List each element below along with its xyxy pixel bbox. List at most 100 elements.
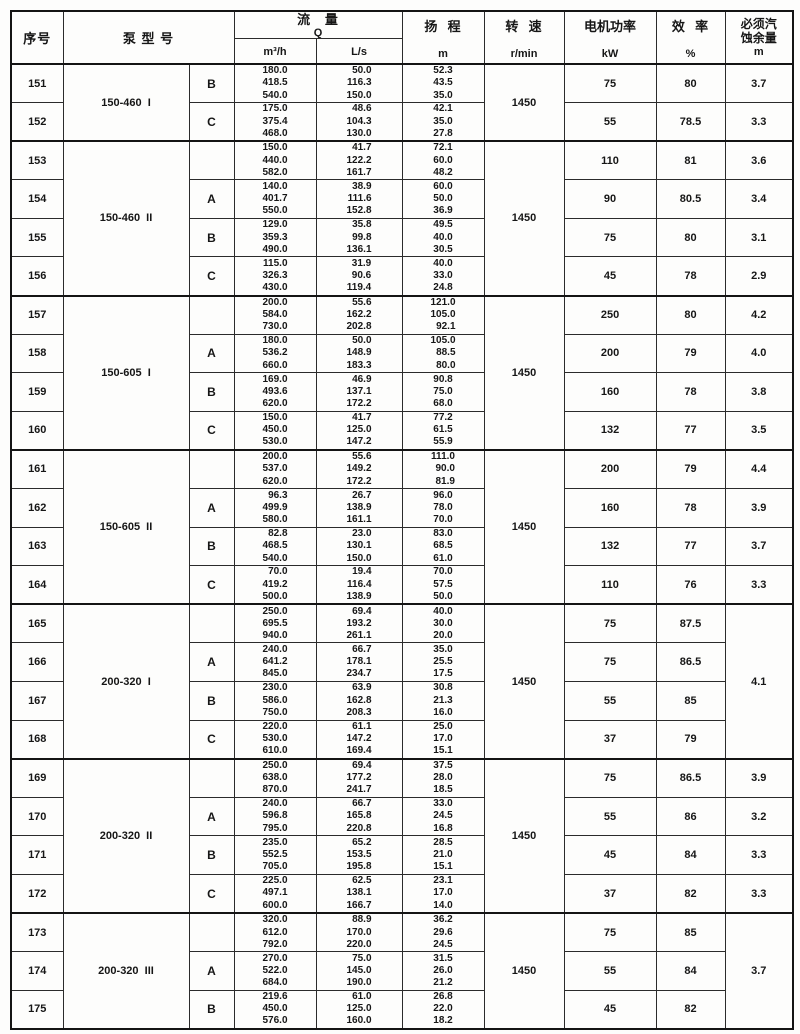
- efficiency-cell: 78: [655, 372, 726, 412]
- efficiency-cell: 80: [655, 294, 726, 335]
- value-line: 162.8: [346, 694, 372, 706]
- value-line: 16.0: [433, 706, 453, 718]
- flow-m3h-cell: 175.0 375.4 468.0: [233, 102, 317, 142]
- variant-cell: B: [188, 835, 235, 875]
- model-cell: 150-605 I: [62, 294, 190, 451]
- header-head-label: 扬 程: [424, 19, 462, 34]
- efficiency-cell: 79: [655, 448, 726, 490]
- serial-cell: 174: [10, 951, 64, 991]
- value-line: 160.0: [346, 1015, 372, 1027]
- power-cell: 250: [563, 294, 657, 335]
- table-row: 157 150-605 I 200.0 584.0 730.0 55.6 162.2 202.…: [10, 294, 794, 451]
- value-line: 195.8: [346, 861, 372, 873]
- header-speed-label: 转 速: [505, 19, 543, 34]
- variant-cell: C: [188, 410, 235, 451]
- value-stack: 70.0 419.2 500.0: [263, 567, 288, 603]
- value-stack: 61.1 147.2 169.4: [347, 720, 372, 757]
- flow-ls-cell: 26.7 138.9 161.1: [315, 488, 403, 528]
- speed-cell: 1450: [483, 294, 565, 451]
- value-line: 26.0: [433, 964, 453, 976]
- value-line: 220.0: [346, 938, 372, 950]
- npsh-cell: 3.3: [724, 835, 794, 875]
- value-line: 586.0: [262, 694, 288, 706]
- power-cell: 75: [563, 757, 657, 798]
- value-line: 537.0: [262, 463, 288, 475]
- table-row: 163 B 82.8 468.5 540.0 23.0 130.1 150.0 83.0 68.5…: [10, 526, 794, 567]
- value-line: 418.5: [262, 77, 288, 89]
- table-row: 169 200-320 II 250.0 638.0 870.0 69.4 177.2 241…: [10, 757, 794, 914]
- value-line: 122.2: [346, 154, 372, 166]
- power-cell: 160: [563, 372, 657, 412]
- value-line: 81.9: [435, 475, 455, 487]
- table-row: 159 B 169.0 493.6 620.0 46.9 137.1 172.2 90.8 75.…: [10, 372, 794, 412]
- value-line: 730.0: [262, 321, 288, 333]
- value-line: 36.9: [433, 205, 453, 217]
- variant-cell: [188, 294, 235, 335]
- value-line: 14.0: [433, 899, 453, 911]
- value-line: 250.0: [262, 759, 288, 771]
- power-cell: 75: [563, 63, 657, 104]
- flow-ls-cell: 88.9 170.0 220.0: [315, 912, 403, 953]
- power-cell: 90: [563, 179, 657, 219]
- power-cell: 37: [563, 873, 657, 914]
- table-row: 165 200-320 I 250.0 695.5 940.0 69.4 193.2 261.…: [10, 603, 794, 760]
- value-line: 60.0: [433, 180, 453, 192]
- value-stack: 38.9 111.6 152.8: [347, 181, 372, 218]
- value-stack: 49.5 40.0 30.5: [433, 219, 452, 256]
- value-line: 105.0: [430, 335, 456, 347]
- table-row: 164 C 70.0 419.2 500.0 19.4 116.4 138.9 70.0 57.5…: [10, 565, 794, 605]
- value-line: 33.0: [433, 269, 453, 281]
- header-flow-unit-m3h: m³/h: [233, 38, 317, 65]
- flow-m3h-cell: 200.0 584.0 730.0: [233, 294, 317, 335]
- value-stack: 121.0 105.0 92.1: [430, 296, 456, 334]
- flow-ls-cell: 38.9 111.6 152.8: [315, 179, 403, 219]
- npsh-cell: 3.3: [724, 873, 794, 914]
- value-stack: 40.0 33.0 24.8: [433, 258, 453, 294]
- value-line: 490.0: [262, 243, 288, 255]
- value-line: 795.0: [262, 822, 288, 834]
- efficiency-cell: 76: [655, 565, 726, 605]
- flow-ls-cell: 69.4 177.2 241.7: [315, 757, 403, 798]
- variant-cell: B: [188, 526, 235, 567]
- value-line: 161.1: [346, 513, 372, 525]
- power-cell: 110: [563, 565, 657, 605]
- flow-m3h-cell: 250.0 638.0 870.0: [233, 757, 317, 798]
- value-stack: 26.8 22.0 18.2: [433, 990, 453, 1027]
- head-cell: 60.0 50.0 36.9: [401, 179, 485, 219]
- value-line: 99.8: [352, 231, 372, 243]
- flow-ls-cell: 48.6 104.3 130.0: [315, 102, 403, 142]
- value-line: 41.7: [352, 142, 372, 154]
- head-cell: 49.5 40.0 30.5: [401, 217, 485, 258]
- value-line: 175.0: [262, 103, 288, 115]
- value-line: 638.0: [262, 772, 288, 784]
- value-line: 26.8: [433, 990, 453, 1002]
- serial-cell: 175: [10, 989, 64, 1030]
- serial-cell: 161: [10, 448, 64, 490]
- value-stack: 72.1 60.0 48.2: [433, 143, 452, 179]
- head-cell: 30.8 21.3 16.0: [401, 681, 485, 721]
- head-cell: 25.0 17.0 15.1: [401, 719, 485, 760]
- value-line: 180.0: [262, 65, 288, 77]
- value-line: 129.0: [262, 219, 288, 231]
- value-line: 50.0: [433, 590, 453, 602]
- value-line: 55.6: [352, 296, 372, 308]
- variant-cell: A: [188, 179, 235, 219]
- value-line: 15.1: [433, 861, 453, 873]
- value-stack: 219.6 450.0 576.0: [263, 991, 288, 1027]
- value-line: 596.8: [262, 810, 288, 822]
- value-line: 30.5: [433, 243, 453, 255]
- value-stack: 46.9 137.1 172.2: [347, 374, 372, 411]
- value-line: 21.0: [433, 849, 453, 861]
- value-line: 63.9: [352, 682, 372, 694]
- power-cell: 45: [563, 989, 657, 1030]
- head-cell: 77.2 61.5 55.9: [401, 410, 485, 451]
- value-line: 61.1: [352, 720, 372, 732]
- flow-ls-cell: 66.7 178.1 234.7: [315, 642, 403, 682]
- model-cell: 150-605 II: [62, 448, 190, 605]
- head-cell: 105.0 88.5 80.0: [401, 333, 485, 374]
- header-speed: 转 速 r/min: [483, 10, 565, 65]
- value-stack: 270.0 522.0 684.0: [263, 953, 288, 990]
- value-line: 121.0: [430, 296, 456, 308]
- value-line: 183.3: [346, 359, 372, 371]
- value-line: 27.8: [433, 127, 453, 139]
